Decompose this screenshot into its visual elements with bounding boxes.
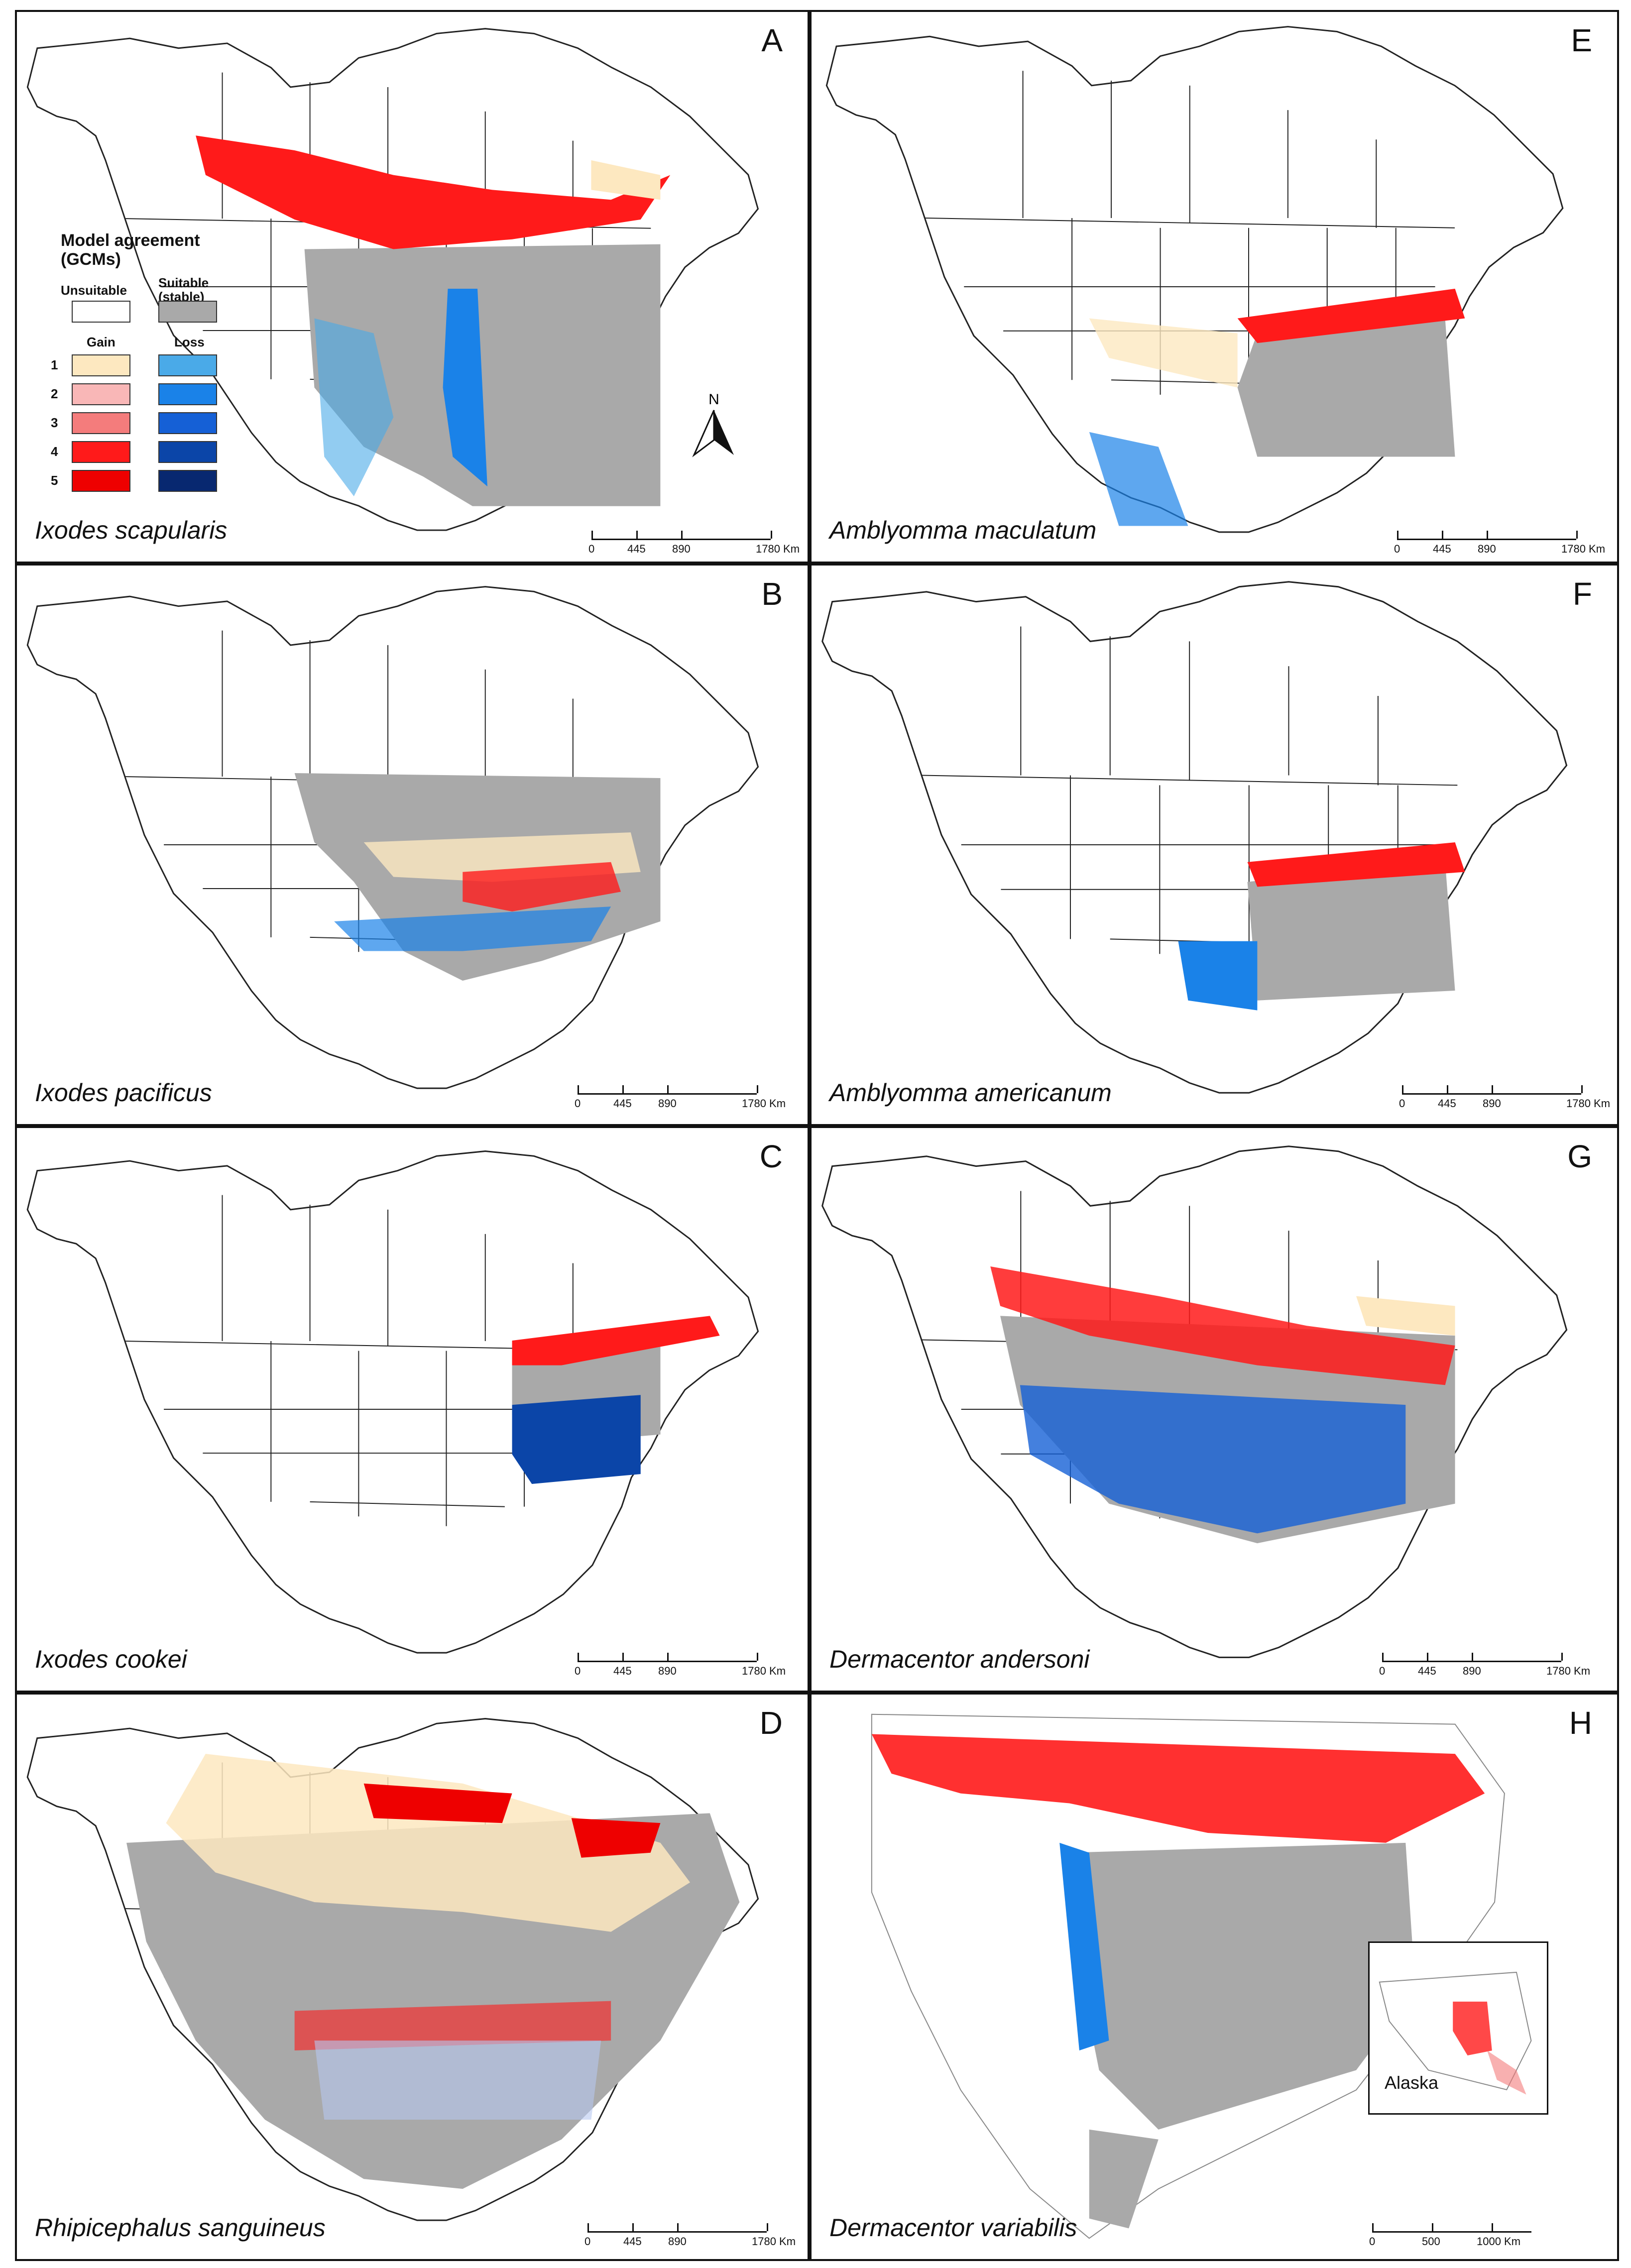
panel-c: C Ixodes cookei 0 445 890 1780 Km — [15, 1126, 810, 1693]
legend-swatch-suitable — [158, 301, 217, 323]
alaska-inset: Alaska — [1368, 1941, 1548, 2115]
legend-swatch-loss-1 — [158, 354, 217, 376]
legend-swatch-loss-4 — [158, 441, 217, 463]
scale-bar: 0 445 890 1780 Km — [1379, 1653, 1590, 1688]
species-label: Dermacentor variabilis — [829, 2214, 1077, 2242]
species-label: Ixodes scapularis — [35, 516, 228, 544]
legend-level-number: 5 — [51, 473, 58, 488]
panel-letter: F — [1572, 576, 1592, 612]
scale-bar: 0 445 890 1780 Km — [584, 2223, 796, 2258]
legend: Model agreement (GCMs) Unsuitable Suitab… — [51, 231, 240, 492]
species-label: Amblyomma americanum — [829, 1079, 1112, 1107]
scale-bar: 0 445 890 1780 Km — [588, 531, 800, 562]
gain-region — [196, 135, 671, 249]
north-arrow-icon: N — [692, 391, 734, 457]
map-g — [821, 1145, 1568, 1658]
panel-letter: H — [1569, 1705, 1592, 1741]
svg-text:N: N — [708, 391, 719, 408]
panel-b: B Ixodes pacificus 0 445 890 1780 Km — [15, 564, 810, 1126]
loss-region — [314, 318, 394, 496]
species-label: Ixodes pacificus — [35, 1079, 212, 1107]
panel-g: G Dermacentor andersoni 0 445 890 1780 K… — [810, 1126, 1619, 1693]
legend-level-number: 3 — [51, 415, 58, 430]
legend-subtitle: (GCMs) — [61, 250, 121, 269]
panel-letter: A — [761, 22, 783, 58]
map-e — [825, 26, 1564, 533]
panel-e: E Amblyomma maculatum 0 445 890 1780 Km — [810, 10, 1619, 564]
legend-swatch-loss-2 — [158, 383, 217, 405]
panel-a: A Ixodes scapularis N 0 445 890 1780 Km … — [15, 10, 810, 564]
species-label: Rhipicephalus sanguineus — [35, 2214, 326, 2242]
species-label: Dermacentor andersoni — [829, 1645, 1090, 1673]
legend-level-number: 4 — [51, 444, 58, 459]
panel-letter: G — [1567, 1138, 1592, 1174]
panel-letter: C — [759, 1138, 783, 1174]
legend-swatch-gain-3 — [72, 412, 130, 434]
panel-letter: E — [1571, 22, 1592, 58]
legend-unsuitable-label: Unsuitable — [61, 283, 127, 298]
panel-d: D Rhipicephalus sanguineus 0 445 890 178… — [15, 1693, 810, 2261]
map-c — [26, 1150, 759, 1654]
species-label: Ixodes cookei — [35, 1645, 187, 1673]
panel-letter: D — [759, 1705, 783, 1741]
scale-bar: 0 445 890 1780 Km — [1394, 531, 1605, 562]
panel-letter: B — [761, 576, 783, 612]
species-label: Amblyomma maculatum — [829, 516, 1097, 544]
map-b — [26, 586, 759, 1089]
map-f — [821, 581, 1568, 1094]
suitable-region — [304, 244, 661, 506]
legend-swatch-gain-1 — [72, 354, 130, 376]
legend-swatch-gain-4 — [72, 441, 130, 463]
panel-h: H Dermacentor variabilis 0 500 1000 Km — [810, 1693, 1619, 2261]
panel-f: F Amblyomma americanum 0 445 890 1780 Km — [810, 564, 1619, 1126]
legend-swatch-loss-5 — [158, 470, 217, 492]
map-d — [26, 1717, 759, 2221]
legend-swatch-unsuitable — [72, 301, 130, 323]
legend-suitable-label: Suitable (stable) — [158, 275, 209, 304]
legend-level-number: 2 — [51, 386, 58, 401]
inset-label: Alaska — [1385, 2072, 1439, 2093]
legend-gain-label: Gain — [87, 335, 116, 349]
scale-bar: 0 500 1000 Km — [1369, 2223, 1571, 2258]
legend-swatch-loss-3 — [158, 412, 217, 434]
map-h — [871, 1713, 1505, 2239]
legend-swatch-gain-5 — [72, 470, 130, 492]
map-a — [26, 28, 759, 531]
gain-region — [591, 160, 661, 200]
scale-bar: 0 445 890 1780 Km — [575, 1085, 786, 1120]
legend-swatch-gain-2 — [72, 383, 130, 405]
legend-title: Model agreement — [61, 231, 200, 250]
legend-level-number: 1 — [51, 357, 58, 372]
loss-region — [443, 288, 487, 487]
scale-bar: 0 445 890 1780 Km — [1399, 1085, 1610, 1120]
scale-bar: 0 445 890 1780 Km — [575, 1653, 786, 1688]
legend-loss-label: Loss — [174, 335, 205, 349]
